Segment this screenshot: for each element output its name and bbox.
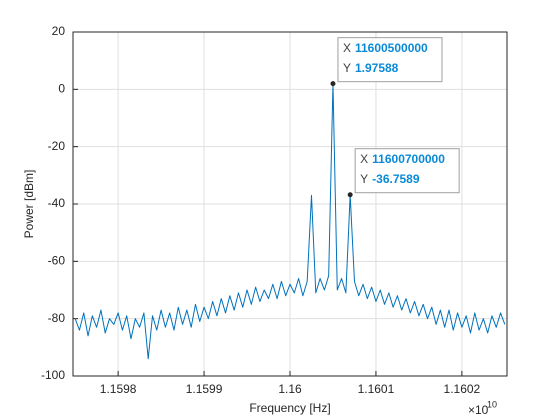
axes-box xyxy=(72,31,508,377)
x-scale-exponent: 10 xyxy=(487,399,497,409)
datatip: X 11600700000 Y -36.7589 xyxy=(347,148,460,198)
y-axis-label: Power [dBm] xyxy=(22,170,36,239)
datatip-y-key: Y xyxy=(343,61,351,75)
datatip-x-value: 11600700000 xyxy=(372,152,445,166)
datatip-marker xyxy=(347,192,353,198)
x-tick-label: 1.16 xyxy=(278,382,302,396)
x-scale-label: ×10 xyxy=(468,403,489,417)
y-tick-label: -100 xyxy=(41,368,65,382)
y-tick-label: -80 xyxy=(48,311,66,325)
datatip-y-key: Y xyxy=(360,172,368,186)
x-tick-label: 1.1601 xyxy=(358,382,395,396)
y-tick-label: -60 xyxy=(48,254,66,268)
datatip-y-value: -36.7589 xyxy=(372,172,420,186)
datatip-y-value: 1.97588 xyxy=(355,61,399,75)
y-tick-label: 0 xyxy=(58,82,65,96)
datatip-marker xyxy=(330,81,336,87)
datatip-x-key: X xyxy=(343,41,351,55)
datatip-x-value: 11600500000 xyxy=(355,41,428,55)
datatip-box xyxy=(354,148,460,194)
y-tick-label: 20 xyxy=(52,24,66,38)
x-tick-label: 1.1598 xyxy=(100,382,137,396)
y-tick-label: -20 xyxy=(48,139,66,153)
x-axis-label: Frequency [Hz] xyxy=(249,401,330,415)
y-tick-label: -40 xyxy=(48,196,66,210)
spectrum-line xyxy=(74,83,506,360)
datatip-box xyxy=(337,37,443,83)
datatip-x-key: X xyxy=(360,152,368,166)
x-tick-label: 1.1602 xyxy=(444,382,481,396)
datatip: X 11600500000 Y 1.97588 xyxy=(330,37,443,87)
x-tick-label: 1.1599 xyxy=(186,382,223,396)
